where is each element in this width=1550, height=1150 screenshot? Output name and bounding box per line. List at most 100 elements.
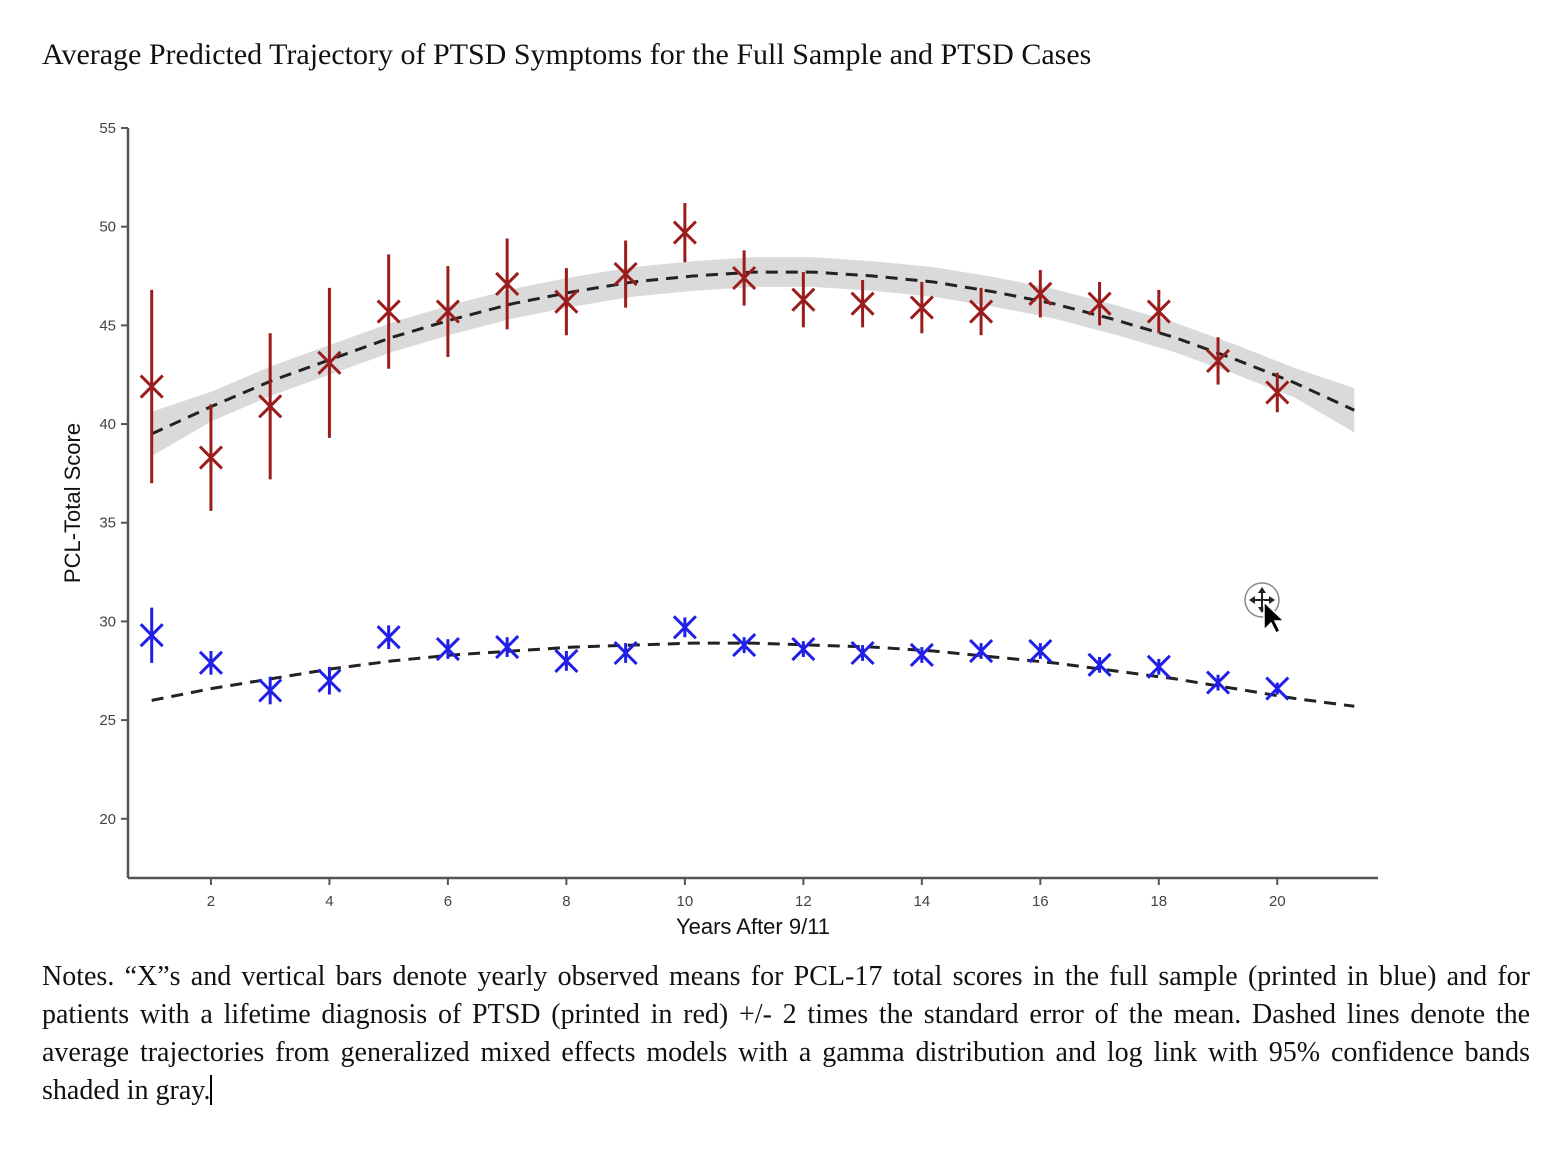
full-observed-point [258, 676, 283, 705]
full-x-mark [672, 615, 697, 640]
ptsd-x-mark [198, 445, 223, 470]
full-x-mark [909, 642, 934, 668]
x-tick-label: 4 [325, 893, 333, 910]
full-x-mark [791, 636, 816, 662]
full-x-mark [198, 650, 223, 675]
full-observed-point [198, 650, 223, 675]
y-tick-label: 45 [99, 317, 116, 334]
full-x-mark [732, 633, 757, 658]
ptsd-observed-point [1087, 281, 1112, 326]
ptsd-x-mark [376, 299, 401, 324]
ptsd-observed-point [909, 281, 934, 334]
full-x-mark [1028, 638, 1053, 664]
full-x-mark [1205, 670, 1231, 695]
x-tick-label: 12 [795, 893, 812, 910]
ptsd-observed-point [1265, 372, 1290, 413]
full-x-mark [317, 668, 342, 693]
ptsd-observed-point [198, 404, 223, 511]
ptsd-x-mark [554, 289, 579, 314]
move-cursor-icon [1244, 582, 1286, 635]
full-observed-point [139, 607, 164, 663]
full-x-mark [554, 648, 579, 673]
ptsd-observed-point [317, 287, 342, 438]
ptsd-x-mark [1087, 291, 1112, 316]
full-observed-point [435, 636, 460, 662]
notes-text: Notes. “X”s and vertical bars denote yea… [42, 961, 1530, 1106]
figure-notes[interactable]: Notes. “X”s and vertical bars denote yea… [42, 958, 1530, 1110]
x-tick-label: 6 [444, 893, 452, 910]
ptsd-x-mark [850, 291, 875, 316]
full-fitted-line [151, 641, 1355, 708]
full-observed-point [495, 635, 520, 660]
ptsd-observed-point [376, 254, 401, 369]
text-caret [210, 1075, 213, 1105]
fitted-trajectories [151, 270, 1355, 708]
ptsd-x-mark [613, 261, 638, 287]
ptsd-x-mark [1205, 348, 1231, 373]
ptsd-x-mark [732, 265, 757, 291]
ptsd-x-mark [909, 295, 934, 320]
ptsd-x-mark [495, 271, 520, 296]
ptsd-observed-point [672, 203, 697, 263]
full-x-mark [139, 623, 164, 648]
ptsd-x-mark [791, 287, 816, 312]
full-x-mark [1146, 654, 1171, 679]
ptsd-observed-point [613, 240, 638, 308]
ptsd-x-mark [258, 394, 283, 419]
y-axis-title: PCL-Total Score [60, 423, 85, 583]
full-observed-point [1028, 638, 1053, 664]
ptsd-observed-point [258, 333, 283, 480]
full-observed-point [969, 638, 994, 664]
y-tick-label: 55 [99, 120, 116, 137]
full-x-mark [495, 635, 520, 660]
ptsd-x-mark [1265, 380, 1290, 405]
x-axis-title: Years After 9/11 [676, 914, 830, 939]
x-tick-label: 20 [1269, 893, 1286, 910]
full-observed-point [317, 666, 342, 695]
full-observed-point [791, 636, 816, 662]
full-x-mark [376, 625, 401, 650]
x-tick-label: 14 [913, 893, 930, 910]
ptsd-observed-point [791, 272, 816, 328]
full-observed-point [1265, 676, 1290, 701]
full-observed-point [850, 640, 875, 666]
pcl-trajectory-chart: 20 25 30 35 40 45 50 55 2 4 6 8 10 12 14 16 18 20 Years A… [60, 120, 1378, 939]
observed-means [139, 203, 1290, 705]
figure-title: Average Predicted Trajectory of PTSD Sym… [42, 38, 1092, 71]
ptsd-observed-point [495, 238, 520, 330]
ptsd-observed-point [732, 250, 757, 306]
ptsd-x-mark [435, 299, 460, 324]
ptsd-x-mark [317, 350, 342, 375]
ptsd-fitted-line [151, 270, 1355, 436]
ptsd-observed-point [435, 266, 460, 357]
ptsd-x-mark [969, 299, 994, 324]
full-observed-point [376, 625, 401, 650]
full-observed-point [732, 633, 757, 658]
ptsd-x-mark [1028, 281, 1053, 306]
full-x-mark [850, 640, 875, 666]
full-x-mark [435, 636, 460, 662]
x-tick-label: 16 [1032, 893, 1049, 910]
ptsd-x-mark [139, 374, 164, 399]
full-observed-point [613, 640, 638, 666]
full-x-mark [969, 638, 994, 664]
ptsd-observed-point [554, 268, 579, 336]
full-x-mark [613, 640, 638, 666]
y-tick-label: 40 [99, 416, 116, 433]
x-tick-label: 18 [1150, 893, 1167, 910]
full-observed-point [1087, 652, 1112, 677]
full-observed-point [554, 648, 579, 673]
ptsd-observed-point [1028, 270, 1053, 318]
ptsd-observed-point [1205, 337, 1231, 385]
full-observed-point [672, 615, 697, 640]
y-tick-label: 20 [99, 811, 116, 828]
y-tick-label: 50 [99, 219, 116, 236]
y-tick-label: 35 [99, 515, 116, 532]
full-x-mark [1087, 652, 1112, 677]
ptsd-observed-point [969, 287, 994, 336]
x-tick-label: 2 [207, 893, 215, 910]
ptsd-observed-point [139, 289, 164, 484]
full-x-mark [1265, 676, 1290, 701]
y-tick-label: 25 [99, 712, 116, 729]
full-observed-point [1146, 654, 1171, 679]
